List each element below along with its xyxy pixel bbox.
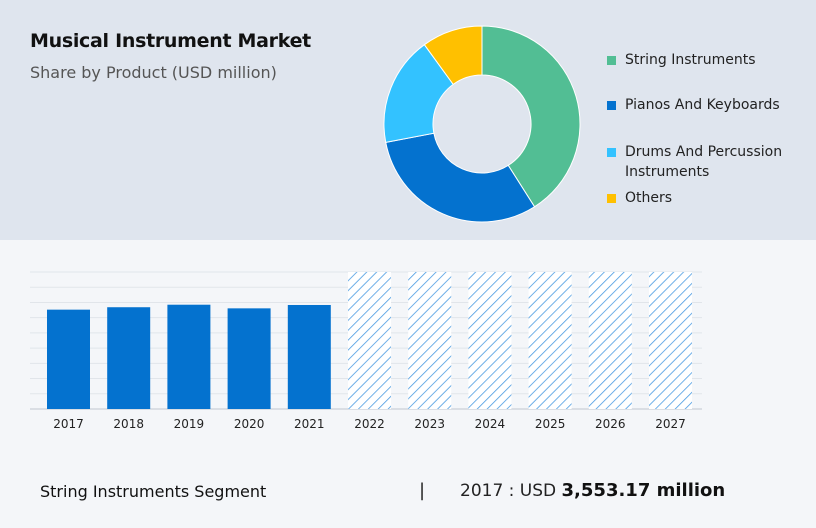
bar-2021 — [287, 304, 331, 409]
legend-swatch-0 — [607, 56, 616, 65]
donut-slice-0 — [481, 25, 581, 208]
bar-2019 — [167, 304, 211, 409]
x-tick-2023: 2023 — [414, 417, 445, 431]
x-tick-2019: 2019 — [174, 417, 205, 431]
forecast-bar-2026 — [588, 272, 632, 409]
legend-label-1: Pianos And Keyboards — [625, 97, 780, 113]
legend-swatch-1 — [607, 101, 616, 110]
forecast-bar-2023 — [408, 272, 452, 409]
legend-label-2: Drums And Percussion Instruments — [625, 144, 783, 180]
forecast-bar-2027 — [649, 272, 692, 409]
donut-chart — [383, 25, 581, 223]
legend-label-3: Others — [625, 190, 673, 206]
segment-value: 2017 : USD 3,553.17 million — [460, 480, 725, 501]
bar-chart: 2017 2018 2019 2020 2021 2022 2023 2024 2025 2026… — [30, 271, 702, 431]
page-title: Musical Instrument Market — [30, 30, 311, 52]
legend-label-0: String Instruments — [625, 52, 756, 68]
x-tick-2022: 2022 — [354, 417, 385, 431]
forecast-bar-2024 — [468, 272, 512, 409]
forecast-bar-2022 — [348, 272, 391, 409]
header-panel: Musical Instrument Market Share by Produ… — [0, 0, 816, 240]
x-tick-2018: 2018 — [113, 417, 144, 431]
x-tick-2024: 2024 — [475, 417, 506, 431]
bar-2020 — [227, 308, 271, 409]
x-tick-2027: 2027 — [655, 417, 686, 431]
legend-swatch-3 — [607, 194, 616, 203]
x-tick-2026: 2026 — [595, 417, 626, 431]
bar-2018 — [107, 307, 151, 409]
x-tick-2017: 2017 — [53, 417, 84, 431]
bar-2017 — [47, 309, 90, 409]
x-tick-2025: 2025 — [535, 417, 566, 431]
donut-slice-3 — [423, 25, 483, 86]
segment-value-amount: 3,553.17 million — [561, 480, 726, 501]
page-subtitle: Share by Product (USD million) — [30, 63, 277, 82]
donut-slice-1 — [385, 132, 536, 223]
x-tick-2020: 2020 — [234, 417, 265, 431]
footer-divider: | — [419, 480, 426, 501]
x-tick-2021: 2021 — [294, 417, 325, 431]
segment-value-prefix: 2017 : USD — [460, 481, 557, 501]
forecast-bar-2025 — [528, 272, 572, 409]
segment-label: String Instruments Segment — [40, 482, 267, 501]
legend-swatch-2 — [607, 148, 616, 157]
